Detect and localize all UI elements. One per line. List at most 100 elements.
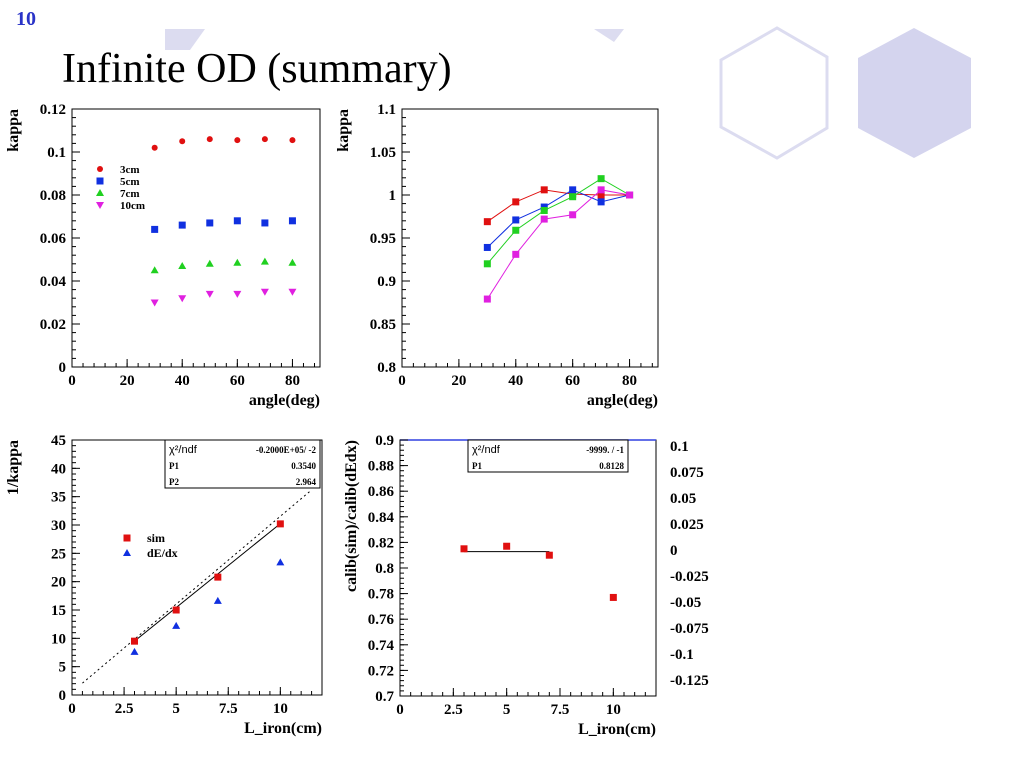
x-axis-title: angle(deg) [587, 392, 658, 409]
data-point [288, 258, 297, 266]
x-tick-label: 7.5 [551, 702, 570, 718]
x-tick-label: 2.5 [115, 701, 134, 717]
y-tick-label: 0.74 [368, 638, 395, 654]
plot-frame [399, 439, 657, 697]
data-point [205, 259, 214, 267]
y-tick-label: 0.9 [377, 274, 396, 290]
stats-chi2-label: χ²/ndf [472, 444, 501, 456]
stats-p1-label: P1 [169, 461, 179, 471]
data-point [234, 137, 241, 144]
legend-marker [97, 166, 103, 172]
stats-p1-value: 0.3540 [291, 461, 316, 471]
x-tick-label: 60 [230, 373, 245, 389]
data-point [545, 551, 553, 559]
x-tick-label: 10 [606, 702, 621, 718]
calib-ratio-vs-liron-scatter: 0 2.5 5 7.5 10 0.7 0.72 0.74 0.76 0.78 0.8 0.82 0.84… [343, 433, 709, 738]
y-tick-label: 0.85 [370, 317, 396, 333]
data-point [483, 218, 491, 226]
data-point [233, 217, 241, 225]
data-point [151, 144, 158, 151]
data-point [626, 191, 634, 199]
x-axis-title: L_iron(cm) [244, 720, 322, 737]
right-tick-label: -0.05 [670, 595, 701, 611]
y-tick-label: 0.82 [368, 535, 394, 551]
data-point [172, 621, 181, 629]
data-point [569, 193, 577, 201]
fit-stats-box [164, 439, 321, 489]
y-tick-label: 40 [51, 461, 66, 477]
data-point [609, 593, 617, 601]
legend-label: 5cm [120, 176, 140, 188]
x-tick-label: 20 [451, 373, 466, 389]
data-point [150, 299, 159, 307]
y-tick-label: 0 [59, 360, 67, 376]
legend-marker [123, 534, 131, 542]
data-point [512, 198, 520, 206]
stats-chi2-label: χ²/ndf [169, 444, 198, 456]
data-point [150, 266, 159, 274]
y-tick-label: 10 [51, 631, 66, 647]
data-point [276, 558, 285, 566]
y-tick-label: 0.78 [368, 587, 394, 603]
x-tick-label: 10 [273, 701, 288, 717]
inverse-kappa-vs-liron-scatter: 0 2.5 5 7.5 10 0 5 10 15 20 25 30 35 40 45 L_iron(cm) 1/… [5, 433, 323, 737]
stats-chi2-value: -9999. / -1 [586, 445, 624, 455]
y-tick-label: 0.8 [377, 360, 396, 376]
y-tick-label: 5 [59, 660, 67, 676]
data-point [540, 206, 548, 214]
data-point [512, 216, 520, 224]
data-point [597, 198, 605, 206]
right-tick-label: -0.025 [670, 569, 709, 585]
right-tick-label: -0.075 [670, 621, 709, 637]
y-tick-label: 0.84 [368, 510, 395, 526]
data-point [289, 137, 296, 144]
legend-label: 10cm [120, 200, 145, 212]
y-tick-label: 0.04 [40, 274, 67, 290]
y-tick-label: 30 [51, 518, 66, 534]
x-tick-label: 2.5 [444, 702, 463, 718]
data-point [483, 295, 491, 303]
y-tick-label: 0.02 [40, 317, 66, 333]
data-point [260, 257, 269, 265]
right-tick-label: 0.075 [670, 465, 704, 481]
data-point [178, 221, 186, 229]
legend-marker [96, 177, 104, 185]
slide-title: Infinite OD (summary) [62, 46, 452, 92]
data-point [460, 545, 468, 553]
legend-label: 3cm [120, 164, 140, 176]
data-point [503, 542, 511, 550]
data-point [213, 596, 222, 604]
x-tick-label: 7.5 [219, 701, 238, 717]
data-point [214, 573, 222, 581]
y-axis-title: kappa [335, 109, 352, 152]
right-tick-label: 0.025 [670, 517, 704, 533]
slide-number: 10 [16, 8, 36, 30]
x-axis-title: L_iron(cm) [578, 721, 656, 738]
legend-marker [96, 189, 104, 196]
x-tick-label: 80 [285, 373, 300, 389]
x-tick-label: 5 [503, 702, 511, 718]
y-tick-label: 0 [59, 688, 67, 704]
data-point [206, 219, 214, 227]
y-tick-label: 1.05 [370, 145, 396, 161]
stats-p2-value: 2.964 [296, 477, 317, 487]
stats-chi2-value: -0.2000E+05/ -2 [256, 445, 317, 455]
y-tick-label: 0.7 [375, 689, 394, 705]
x-tick-label: 60 [565, 373, 580, 389]
y-axis-title: kappa [5, 109, 22, 152]
data-point [260, 288, 269, 296]
y-tick-label: 20 [51, 575, 66, 591]
y-tick-label: 0.1 [47, 145, 66, 161]
data-point [540, 215, 548, 223]
data-point [597, 186, 605, 194]
x-tick-label: 20 [120, 373, 135, 389]
plot-frame [71, 108, 321, 368]
y-tick-label: 0.72 [368, 663, 394, 679]
stats-p1-value: 0.8128 [599, 461, 624, 471]
data-point [569, 186, 577, 194]
stats-p1-label: P1 [472, 461, 482, 471]
kappa-vs-angle-normalized-lines: 0 20 40 60 80 0.8 0.85 0.9 0.95 1 1.05 1.1 angle(deg… [335, 102, 659, 409]
fit-line [134, 523, 281, 642]
dotted-reference-line [82, 489, 312, 684]
